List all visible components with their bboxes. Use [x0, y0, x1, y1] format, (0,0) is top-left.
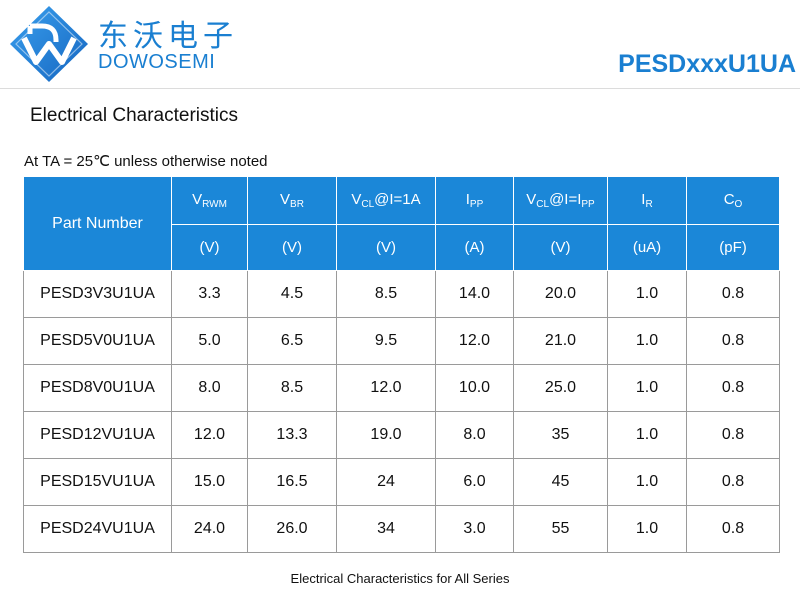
value-cell: 21.0	[513, 317, 608, 365]
value-cell: 0.8	[686, 411, 780, 459]
column-header-vrwm: VRWM	[171, 176, 248, 225]
value-cell: 0.8	[686, 270, 780, 318]
table-row: PESD5V0U1UA 5.0 6.5 9.5 12.0 21.0 1.0 0.…	[23, 317, 780, 365]
column-header-vbr: VBR	[247, 176, 337, 225]
model-title: PESDxxxU1UA	[618, 50, 796, 78]
table-row: PESD3V3U1UA 3.3 4.5 8.5 14.0 20.0 1.0 0.…	[23, 270, 780, 318]
value-cell: 25.0	[513, 364, 608, 412]
column-header-ir: IR	[607, 176, 687, 225]
value-cell: 15.0	[171, 458, 248, 506]
value-cell: 13.3	[247, 411, 337, 459]
unit-header: (V)	[247, 224, 337, 271]
value-cell: 9.5	[336, 317, 436, 365]
header-divider	[0, 88, 800, 89]
value-cell: 1.0	[607, 458, 687, 506]
value-cell: 0.8	[686, 364, 780, 412]
unit-header: (uA)	[607, 224, 687, 271]
value-cell: 8.5	[247, 364, 337, 412]
part-number-cell: PESD15VU1UA	[23, 458, 172, 506]
value-cell: 8.0	[435, 411, 514, 459]
table-row: PESD8V0U1UA 8.0 8.5 12.0 10.0 25.0 1.0 0…	[23, 364, 780, 412]
value-cell: 34	[336, 505, 436, 553]
value-cell: 0.8	[686, 317, 780, 365]
test-condition-note: At TA = 25℃ unless otherwise noted	[24, 153, 268, 170]
column-header-vcl-1a: VCL@I=1A	[336, 176, 436, 225]
value-cell: 26.0	[247, 505, 337, 553]
value-cell: 12.0	[435, 317, 514, 365]
value-cell: 5.0	[171, 317, 248, 365]
value-cell: 16.5	[247, 458, 337, 506]
value-cell: 0.8	[686, 505, 780, 553]
value-cell: 8.5	[336, 270, 436, 318]
part-number-cell: PESD24VU1UA	[23, 505, 172, 553]
table-caption: Electrical Characteristics for All Serie…	[290, 571, 510, 586]
value-cell: 8.0	[171, 364, 248, 412]
dowosemi-logo-icon	[10, 6, 88, 82]
value-cell: 35	[513, 411, 608, 459]
value-cell: 45	[513, 458, 608, 506]
value-cell: 3.3	[171, 270, 248, 318]
unit-header: (V)	[513, 224, 608, 271]
table-row: PESD12VU1UA 12.0 13.3 19.0 8.0 35 1.0 0.…	[23, 411, 780, 459]
value-cell: 1.0	[607, 411, 687, 459]
value-cell: 14.0	[435, 270, 514, 318]
column-header-vcl-ipp: VCL@I=IPP	[513, 176, 608, 225]
value-cell: 24	[336, 458, 436, 506]
value-cell: 6.5	[247, 317, 337, 365]
value-cell: 1.0	[607, 270, 687, 318]
value-cell: 24.0	[171, 505, 248, 553]
unit-header: (V)	[171, 224, 248, 271]
part-number-cell: PESD12VU1UA	[23, 411, 172, 459]
value-cell: 6.0	[435, 458, 514, 506]
value-cell: 1.0	[607, 505, 687, 553]
value-cell: 19.0	[336, 411, 436, 459]
value-cell: 1.0	[607, 317, 687, 365]
part-number-cell: PESD5V0U1UA	[23, 317, 172, 365]
value-cell: 12.0	[171, 411, 248, 459]
value-cell: 1.0	[607, 364, 687, 412]
value-cell: 3.0	[435, 505, 514, 553]
value-cell: 12.0	[336, 364, 436, 412]
part-number-cell: PESD3V3U1UA	[23, 270, 172, 318]
part-number-cell: PESD8V0U1UA	[23, 364, 172, 412]
electrical-characteristics-table: Part Number VRWM VBR VCL@I=1A IPP VCL@I=…	[23, 176, 780, 553]
value-cell: 0.8	[686, 458, 780, 506]
unit-header: (A)	[435, 224, 514, 271]
part-number-header: Part Number	[23, 176, 172, 271]
column-header-co: CO	[686, 176, 780, 225]
column-header-ipp: IPP	[435, 176, 514, 225]
unit-header: (V)	[336, 224, 436, 271]
value-cell: 10.0	[435, 364, 514, 412]
table-row: PESD24VU1UA 24.0 26.0 34 3.0 55 1.0 0.8	[23, 505, 780, 553]
value-cell: 55	[513, 505, 608, 553]
unit-header: (pF)	[686, 224, 780, 271]
brand-name-chinese: 东沃电子	[98, 19, 238, 54]
section-title: Electrical Characteristics	[30, 105, 238, 126]
value-cell: 4.5	[247, 270, 337, 318]
brand-name-english: DOWOSEMI	[98, 51, 216, 73]
table-row: PESD15VU1UA 15.0 16.5 24 6.0 45 1.0 0.8	[23, 458, 780, 506]
value-cell: 20.0	[513, 270, 608, 318]
